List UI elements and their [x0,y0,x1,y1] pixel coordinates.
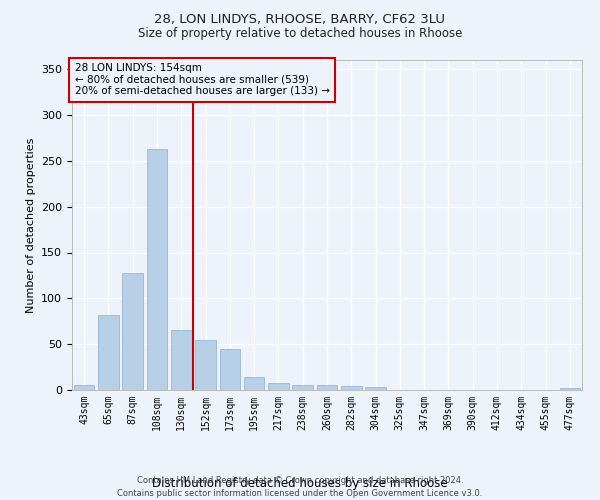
Bar [122,272,143,390]
Bar [74,386,94,390]
Bar [292,384,313,390]
Bar [365,387,386,390]
Bar [195,340,216,390]
Bar [244,377,265,390]
Text: Contains HM Land Registry data © Crown copyright and database right 2024.
Contai: Contains HM Land Registry data © Crown c… [118,476,482,498]
Bar [268,382,289,390]
Bar [317,386,337,390]
Y-axis label: Number of detached properties: Number of detached properties [26,138,35,312]
Text: 28 LON LINDYS: 154sqm
← 80% of detached houses are smaller (539)
20% of semi-det: 28 LON LINDYS: 154sqm ← 80% of detached … [74,64,329,96]
Text: Distribution of detached houses by size in Rhoose: Distribution of detached houses by size … [152,477,448,490]
Text: Size of property relative to detached houses in Rhoose: Size of property relative to detached ho… [138,28,462,40]
Bar [220,349,240,390]
Bar [171,330,191,390]
Bar [98,315,119,390]
Bar [341,386,362,390]
Bar [560,388,580,390]
Bar [146,149,167,390]
Text: 28, LON LINDYS, RHOOSE, BARRY, CF62 3LU: 28, LON LINDYS, RHOOSE, BARRY, CF62 3LU [155,12,445,26]
